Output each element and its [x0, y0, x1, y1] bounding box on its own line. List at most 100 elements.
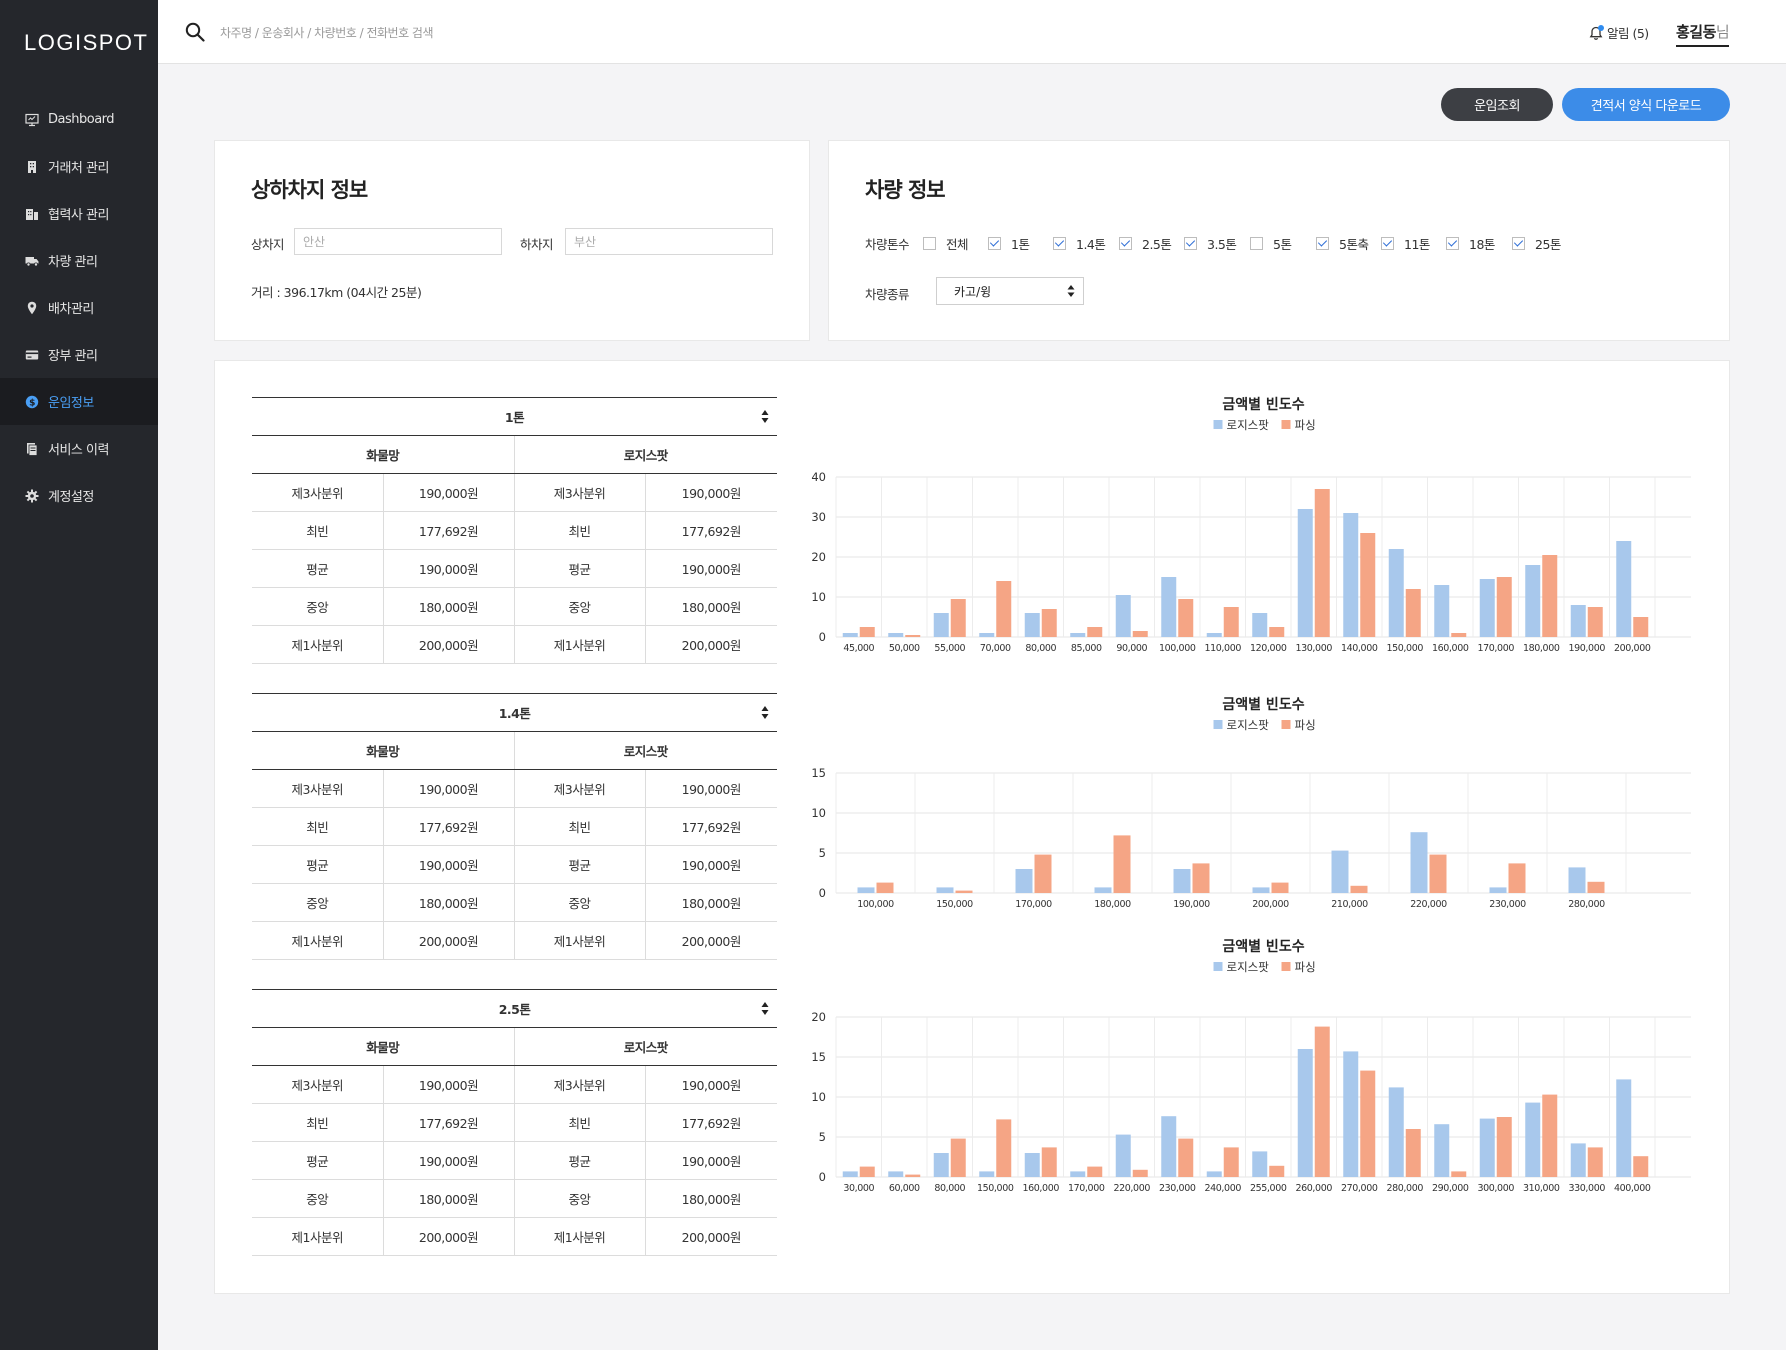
bar-parsing: [950, 1138, 966, 1177]
table-row: 제1사분위 200,000원 제1사분위 200,000원: [252, 1217, 778, 1256]
stat-label: 평균: [514, 549, 646, 588]
table-row: 최빈 177,692원 최빈 177,692원: [252, 807, 778, 846]
document-icon: [25, 442, 39, 456]
search-icon[interactable]: [185, 22, 205, 42]
bar-logispot: [1388, 1087, 1404, 1177]
user-menu[interactable]: 홍길동님: [1676, 21, 1730, 47]
card-icon: [25, 348, 39, 362]
price-table-1: 1.4톤 화물망 로지스팟 제3사분위 190,000원 제3사분위 190,000원 최빈 1…: [252, 693, 778, 960]
app-logo[interactable]: LOGISPOT: [24, 30, 149, 55]
sidebar-item-4[interactable]: 배차관리: [0, 284, 158, 331]
table-row: 중앙 180,000원 중앙 180,000원: [252, 587, 778, 626]
table-tonnage-selector[interactable]: 2.5톤: [252, 989, 778, 1028]
y-tick-label: 0: [819, 1170, 826, 1184]
bar-logispot: [1343, 513, 1359, 637]
stat-label: 평균: [252, 549, 384, 588]
tonnage-checkbox-5[interactable]: 5톤: [1250, 234, 1292, 253]
sidebar-item-0[interactable]: Dashboard: [0, 96, 158, 143]
user-name: 홍길동: [1676, 23, 1716, 41]
bar-parsing: [1508, 863, 1526, 893]
table-title: 1.4톤: [498, 706, 531, 721]
sidebar-item-1[interactable]: 거래처 관리: [0, 143, 158, 190]
sidebar-item-8[interactable]: 계정설정: [0, 472, 158, 519]
y-tick-label: 0: [819, 630, 826, 644]
search-input[interactable]: [220, 20, 640, 46]
chart-title: 금액별 빈도수: [1222, 938, 1304, 955]
download-quote-button[interactable]: 견적서 양식 다운로드: [1562, 88, 1730, 121]
checkbox-checked-icon: [1119, 237, 1132, 250]
stat-value: 177,692원: [383, 1103, 515, 1142]
bar-parsing: [1132, 631, 1148, 637]
bar-logispot: [1479, 1118, 1495, 1177]
chart-title: 금액별 빈도수: [1222, 696, 1304, 713]
legend-label: 로지스팟: [1227, 960, 1270, 974]
checkbox-checked-icon: [1446, 237, 1459, 250]
bar-logispot: [1024, 1153, 1040, 1177]
tonnage-checkbox-6[interactable]: 5톤축: [1316, 234, 1369, 253]
x-tick-label: 120,000: [1250, 643, 1287, 654]
x-tick-label: 170,000: [1015, 899, 1052, 910]
stat-label: 평균: [252, 845, 384, 884]
bar-parsing: [1271, 882, 1289, 893]
x-tick-label: 90,000: [1116, 643, 1147, 654]
bar-logispot: [933, 1153, 949, 1177]
legend-swatch: [1281, 420, 1291, 429]
sidebar-item-3[interactable]: 차량 관리: [0, 237, 158, 284]
tonnage-checkbox-7[interactable]: 11톤: [1381, 234, 1430, 253]
table-tonnage-selector[interactable]: 1.4톤: [252, 693, 778, 732]
bar-parsing: [859, 627, 875, 637]
building-icon: [25, 160, 39, 174]
y-tick-label: 20: [811, 550, 826, 564]
tonnage-checkbox-8[interactable]: 18톤: [1446, 234, 1495, 253]
tonnage-checkbox-9[interactable]: 25톤: [1512, 234, 1561, 253]
sidebar-item-2[interactable]: 협력사 관리: [0, 190, 158, 237]
bar-logispot: [1070, 633, 1086, 637]
stat-label: 제3사분위: [252, 1065, 384, 1104]
bar-parsing: [1314, 489, 1330, 637]
tonnage-checkbox-2[interactable]: 1.4톤: [1053, 234, 1106, 253]
stat-value: 190,000원: [383, 1065, 515, 1104]
tonnage-checkbox-label: 2.5톤: [1142, 237, 1172, 252]
bar-logispot: [1570, 605, 1586, 637]
legend-label: 파싱: [1295, 960, 1316, 974]
stat-value: 190,000원: [383, 473, 515, 512]
alarm-button[interactable]: 알림 (5): [1588, 23, 1649, 42]
x-tick-label: 210,000: [1331, 899, 1368, 910]
tonnage-checkbox-label: 5톤: [1273, 237, 1292, 252]
x-tick-label: 80,000: [1025, 643, 1056, 654]
sidebar-item-label: 장부 관리: [48, 349, 98, 364]
tonnage-label: 차량톤수: [865, 237, 910, 252]
tonnage-checkbox-4[interactable]: 3.5톤: [1184, 234, 1237, 253]
sort-arrows-icon: [761, 706, 769, 719]
sidebar-item-7[interactable]: 서비스 이력: [0, 425, 158, 472]
bar-logispot: [1252, 1151, 1268, 1177]
sidebar-item-5[interactable]: 장부 관리: [0, 331, 158, 378]
stat-label: 중앙: [514, 1179, 646, 1218]
checkbox-checked-icon: [1381, 237, 1394, 250]
table-row: 제1사분위 200,000원 제1사분위 200,000원: [252, 921, 778, 960]
x-tick-label: 170,000: [1068, 1183, 1105, 1194]
bar-parsing: [1587, 1147, 1603, 1177]
tonnage-checkbox-1[interactable]: 1톤: [988, 234, 1030, 253]
bar-logispot: [1568, 867, 1586, 893]
x-tick-label: 300,000: [1478, 1183, 1515, 1194]
group-header-left: 화물망: [252, 1027, 515, 1066]
bar-parsing: [1132, 1169, 1148, 1177]
dropoff-input[interactable]: [565, 228, 773, 255]
table-tonnage-selector[interactable]: 1톤: [252, 397, 778, 436]
stat-label: 평균: [252, 1141, 384, 1180]
bar-logispot: [1252, 887, 1270, 893]
sidebar-item-6[interactable]: $ 운임정보: [0, 378, 158, 425]
chart-title: 금액별 빈도수: [1222, 396, 1304, 413]
fare-lookup-button[interactable]: 운임조회: [1441, 88, 1553, 121]
y-tick-label: 15: [811, 1050, 826, 1064]
tonnage-checkbox-0[interactable]: 전체: [923, 234, 969, 253]
vehicle-type-select[interactable]: 카고/윙: [936, 277, 1084, 305]
y-tick-label: 10: [811, 806, 826, 820]
tonnage-checkbox-3[interactable]: 2.5톤: [1119, 234, 1172, 253]
pickup-input[interactable]: [294, 228, 502, 255]
bar-logispot: [1161, 1116, 1177, 1177]
sort-arrows-icon: [761, 1002, 769, 1015]
